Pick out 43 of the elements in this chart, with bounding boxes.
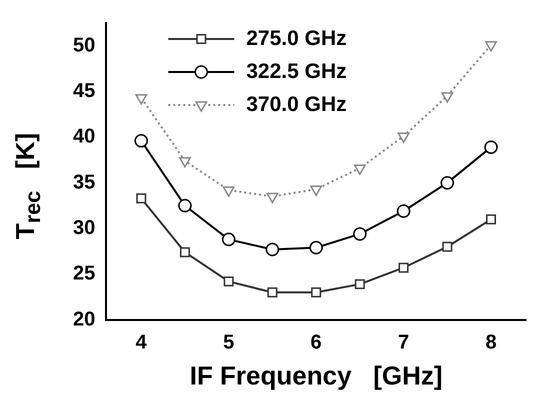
legend-label: 322.5 GHz <box>246 60 347 83</box>
x-tick-label: 7 <box>398 331 410 354</box>
point <box>310 185 322 196</box>
point <box>484 140 498 154</box>
y-tick-label: 45 <box>72 80 96 102</box>
point <box>224 276 234 286</box>
point <box>311 287 322 298</box>
point <box>180 247 190 258</box>
point <box>266 192 278 204</box>
point <box>179 157 191 168</box>
y-tick-label: 30 <box>72 216 96 239</box>
point <box>398 262 409 273</box>
point <box>134 134 148 148</box>
y-tick-label: 50 <box>72 34 96 56</box>
y-tick-label: 20 <box>72 308 96 330</box>
x-axis-title: IF Frequency [GHz] <box>190 360 443 391</box>
point <box>440 176 454 190</box>
point <box>178 198 192 212</box>
point <box>442 242 452 252</box>
legend-label: 370.0 GHz <box>246 92 347 116</box>
point <box>398 132 410 143</box>
x-tick-label: 5 <box>223 331 234 354</box>
point <box>222 186 235 197</box>
point <box>266 242 280 256</box>
point <box>354 279 365 290</box>
point <box>309 240 323 254</box>
point <box>353 227 367 241</box>
point <box>441 92 454 103</box>
x-tick-label: 8 <box>485 331 497 354</box>
y-tick-label: 40 <box>72 126 96 148</box>
x-tick-label: 4 <box>136 331 148 354</box>
y-tick-label: 25 <box>72 262 96 285</box>
point <box>135 94 148 105</box>
y-tick-label: 35 <box>72 171 96 194</box>
point <box>354 164 366 175</box>
point <box>485 41 497 52</box>
point <box>267 287 278 298</box>
legend-label: 275.0 GHz <box>246 26 347 50</box>
point <box>222 232 236 246</box>
x-tick-label: 6 <box>310 331 322 354</box>
point <box>136 193 146 204</box>
point <box>486 214 496 224</box>
point <box>396 204 410 218</box>
